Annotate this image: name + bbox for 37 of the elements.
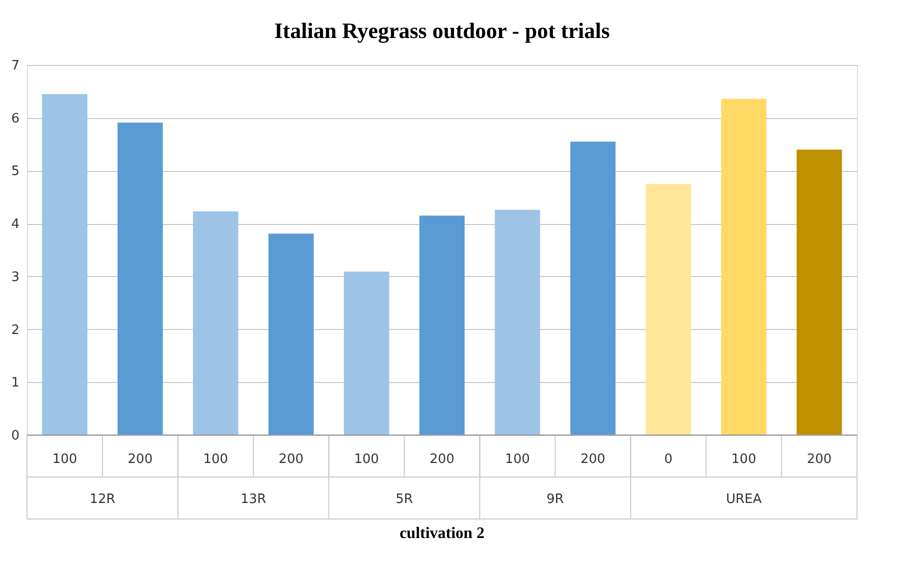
text: 5R (396, 492, 413, 507)
bar (494, 210, 540, 435)
y-tick-label: 4 (11, 217, 20, 232)
y-tick-label: 7 (11, 58, 20, 74)
bar (646, 184, 691, 435)
bar (118, 122, 163, 435)
x-tick-label: 100 (354, 452, 379, 467)
bar (268, 234, 314, 435)
x-axis-title: cultivation 2 (400, 525, 484, 542)
x-tick-label: 0 (664, 452, 673, 467)
y-tick-label: 3 (11, 270, 20, 285)
x-tick-label: 100 (203, 452, 228, 467)
x-tick-label: 100 (52, 452, 78, 467)
x-tick-label: 100 (505, 452, 530, 467)
x-tick-label: 200 (430, 452, 454, 467)
bar (344, 272, 390, 435)
text: UREA (726, 492, 762, 507)
text: 13R (240, 492, 266, 507)
y-tick-label: 0 (11, 428, 20, 444)
y-tick-label: 1 (11, 376, 20, 391)
bar (570, 142, 616, 435)
x-tick-label: 200 (806, 452, 832, 467)
x-tick-label: 200 (278, 452, 304, 467)
bar (193, 211, 238, 435)
y-tick-label: 2 (11, 322, 20, 338)
text: 12R (90, 492, 116, 507)
bar (796, 150, 842, 435)
chart-title: Italian Ryegrass outdoor - pot trials (274, 18, 610, 43)
x-tick-label: 200 (580, 452, 606, 467)
bar (721, 98, 766, 435)
y-tick-label: 6 (11, 111, 20, 126)
bar (42, 94, 88, 435)
y-tick-label: 5 (11, 164, 20, 180)
x-tick-label: 100 (731, 452, 756, 467)
x-tick-label: 200 (128, 452, 153, 467)
bar (419, 216, 465, 435)
text: 9R (546, 492, 564, 507)
